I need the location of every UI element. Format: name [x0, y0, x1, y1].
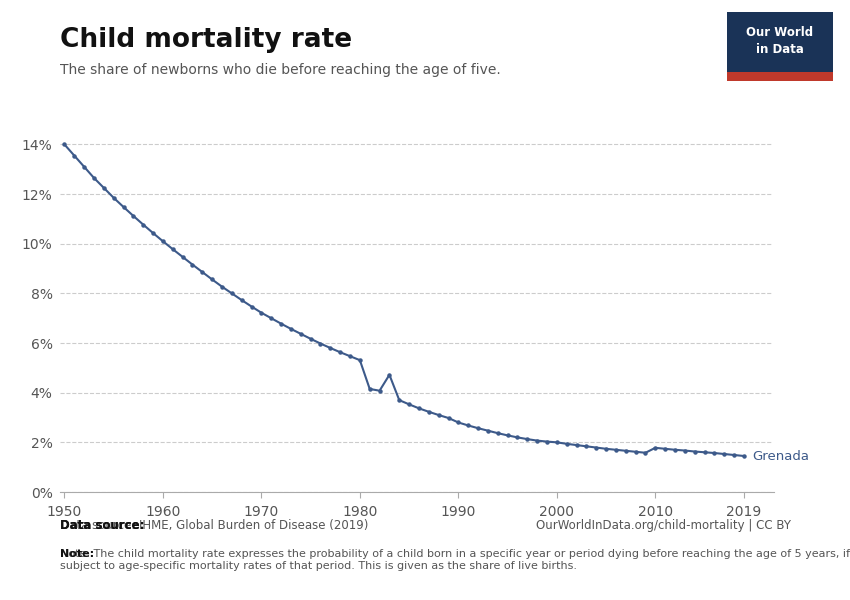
Text: Note: The child mortality rate expresses the probability of a child born in a sp: Note: The child mortality rate expresses…: [60, 549, 849, 571]
FancyBboxPatch shape: [727, 12, 833, 81]
Text: OurWorldInData.org/child-mortality | CC BY: OurWorldInData.org/child-mortality | CC …: [536, 519, 790, 532]
Text: Data source: IHME, Global Burden of Disease (2019): Data source: IHME, Global Burden of Dise…: [60, 519, 368, 532]
Text: Our World
in Data: Our World in Data: [746, 26, 813, 56]
Text: Note:: Note:: [60, 549, 94, 559]
Text: Child mortality rate: Child mortality rate: [60, 27, 352, 53]
Text: Data source:: Data source:: [60, 519, 144, 532]
FancyBboxPatch shape: [727, 72, 833, 81]
Text: Grenada: Grenada: [752, 449, 809, 463]
Text: The share of newborns who die before reaching the age of five.: The share of newborns who die before rea…: [60, 63, 501, 77]
Text: Data source:: Data source:: [60, 519, 144, 532]
